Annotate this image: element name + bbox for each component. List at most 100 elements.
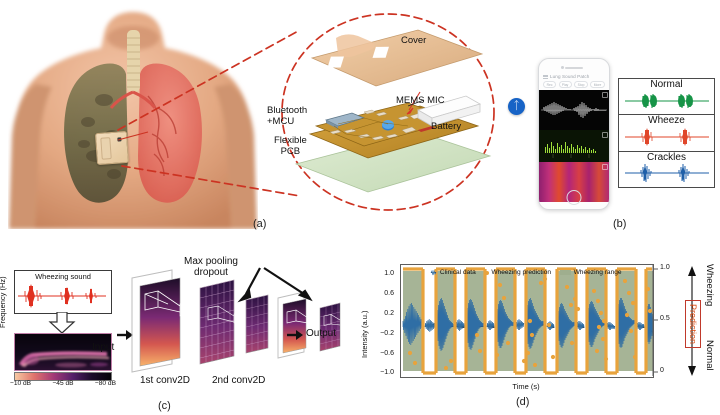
- front-camera-icon: [561, 66, 564, 69]
- arrow-to-input-icon: [117, 330, 133, 340]
- chart-svg: [402, 267, 653, 375]
- menu-icon[interactable]: [543, 74, 548, 79]
- colorbar-tick-0: −10 dB: [10, 380, 32, 387]
- wheezing-sound-box: Wheezing sound: [14, 270, 112, 314]
- panel-a: Cover MEMS MIC Battery Bluetooth +MCU Fl…: [0, 0, 500, 232]
- ytick-left-2: 0.2: [384, 310, 394, 317]
- pooling-label-line1: Max pooling: [184, 256, 238, 267]
- frequency-axis-label: Frequency (Hz): [0, 276, 7, 328]
- expand-icon-spectrum[interactable]: [601, 131, 608, 138]
- home-button[interactable]: [566, 190, 582, 205]
- legend-swatch-line: [431, 269, 437, 275]
- class-waveform-normal: [624, 93, 709, 108]
- prediction-axis-box: Prediction: [685, 300, 701, 348]
- class-waveform-wheeze: [624, 127, 709, 146]
- app-button-rec[interactable]: Rec: [543, 81, 556, 89]
- right-axis-label-wheezing: Wheezing: [704, 264, 715, 307]
- app-button-play[interactable]: Play: [558, 81, 572, 89]
- time-axis-label: Time (s): [512, 382, 540, 391]
- class-row-normal: Normal: [619, 79, 714, 116]
- waveform-plot: [541, 102, 607, 119]
- wearable-patch-on-chest: [94, 130, 130, 166]
- prediction-chart-plot: [400, 264, 654, 378]
- panel-c: Frequency (Hz) Wheezing sound: [0, 248, 352, 415]
- smartphone-mockup: Lung Sound Patch Rec Play Stop More: [538, 58, 610, 210]
- device-label-battery: Battery: [431, 121, 462, 132]
- max-pooling-dropout-label: Max pooling dropout: [156, 256, 266, 278]
- app-button-more[interactable]: More: [590, 81, 605, 89]
- output-label: Output: [306, 328, 337, 339]
- phone-top-bar: [539, 59, 609, 73]
- legend-swatch-dot: [484, 270, 489, 275]
- legend-item-clinical-data: Clinical data: [430, 269, 476, 276]
- legend-label-wheezing-range: Wheezing range: [573, 269, 622, 276]
- expand-icon-spectrogram[interactable]: [601, 163, 608, 170]
- waveform-pane[interactable]: [539, 90, 609, 131]
- expand-icon-waveform[interactable]: [601, 91, 608, 98]
- bluetooth-label-line2: +MCU: [267, 115, 295, 127]
- app-title: Lung Sound Patch: [550, 74, 590, 79]
- panel-d: Intensity (a.u.) 1.0 0.6 0.2 −0.2 −0.6 −…: [352, 248, 720, 415]
- panel-label-d: (d): [516, 396, 530, 408]
- device-label-bluetooth-mcu: Bluetooth +MCU: [267, 105, 307, 128]
- chart-legend: Clinical data Wheezing prediction Wheezi…: [400, 266, 652, 279]
- class-label-normal: Normal: [650, 79, 683, 90]
- ytick-left-0: 1.0: [384, 270, 394, 277]
- conv2-label: 2nd conv2D: [212, 375, 266, 386]
- app-button-stop[interactable]: Stop: [574, 81, 588, 89]
- ytick-right-0: 1.0: [660, 264, 670, 271]
- device-label-cover: Cover: [401, 35, 427, 46]
- ytick-right-1: 0.5: [660, 315, 670, 322]
- colorbar-tick-1: −45 dB: [52, 380, 74, 387]
- prediction-axis-label: Prediction: [688, 303, 698, 345]
- panel-b: ᛏ Lung Sound Patch Rec Play Stop More: [500, 0, 720, 232]
- pooling-label-line2: dropout: [194, 267, 228, 278]
- panel-label-a: (a): [253, 218, 267, 230]
- class-label-wheeze: Wheeze: [648, 115, 685, 127]
- torso-illustration: [8, 4, 258, 229]
- panel-label-c: (c): [158, 400, 171, 412]
- cnn-architecture-diagram: [131, 267, 341, 373]
- wheezing-sound-title: Wheezing sound: [35, 272, 91, 281]
- sound-class-panel: Normal Wheeze: [618, 78, 715, 188]
- input-label: Input: [92, 342, 115, 353]
- pcb-label-line1: Flexible: [274, 135, 307, 146]
- legend-label-clinical-data: Clinical data: [439, 269, 476, 276]
- ytick-left-5: −1.0: [380, 369, 394, 376]
- class-row-crackles: Crackles: [619, 152, 714, 187]
- exploded-device-view: Cover MEMS MIC Battery Bluetooth +MCU Fl…: [267, 14, 494, 214]
- legend-item-wheezing-range: Wheezing range: [560, 269, 622, 276]
- right-axis-ticks: [652, 264, 658, 376]
- legend-label-wheezing-prediction: Wheezing prediction: [491, 269, 552, 276]
- conv1-label: 1st conv2D: [140, 375, 191, 386]
- spectrum-pane[interactable]: [539, 130, 609, 163]
- class-waveform-crackles: [624, 164, 709, 183]
- prediction-scatter-dots: [407, 276, 653, 371]
- colorbar-tick-labels: −10 dB −45 dB −80 dB: [10, 380, 116, 387]
- device-svg: [294, 29, 492, 193]
- app-button-row: Rec Play Stop More: [539, 80, 609, 90]
- panel-label-b: (b): [613, 218, 627, 230]
- spectrum-plot: [545, 142, 596, 159]
- ytick-left-1: 0.6: [384, 290, 394, 297]
- intensity-axis-label: Intensity (a.u.): [360, 310, 369, 358]
- wheezing-sound-waveform: [18, 284, 106, 308]
- bluetooth-icon: ᛏ: [508, 98, 525, 115]
- prediction-scale-arrow: [688, 266, 696, 376]
- ytick-right-2: 0: [660, 367, 664, 374]
- spectrogram-svg: [15, 334, 111, 370]
- arrow-to-output-icon: [287, 330, 303, 340]
- torso-svg: [9, 12, 257, 229]
- spectrogram-image: [14, 333, 112, 371]
- class-row-wheeze: Wheeze: [619, 115, 714, 152]
- class-label-crackles: Crackles: [647, 151, 686, 163]
- earpiece-speaker: [565, 67, 583, 69]
- right-axis-label-normal: Normal: [704, 340, 715, 371]
- down-arrow-icon: [48, 312, 76, 334]
- ytick-left-3: −0.2: [380, 330, 394, 337]
- ytick-left-4: −0.6: [380, 350, 394, 357]
- legend-swatch-band: [560, 270, 572, 275]
- pcb-label-line2: PCB: [280, 145, 301, 157]
- device-label-flexible-pcb: Flexible PCB: [274, 135, 307, 158]
